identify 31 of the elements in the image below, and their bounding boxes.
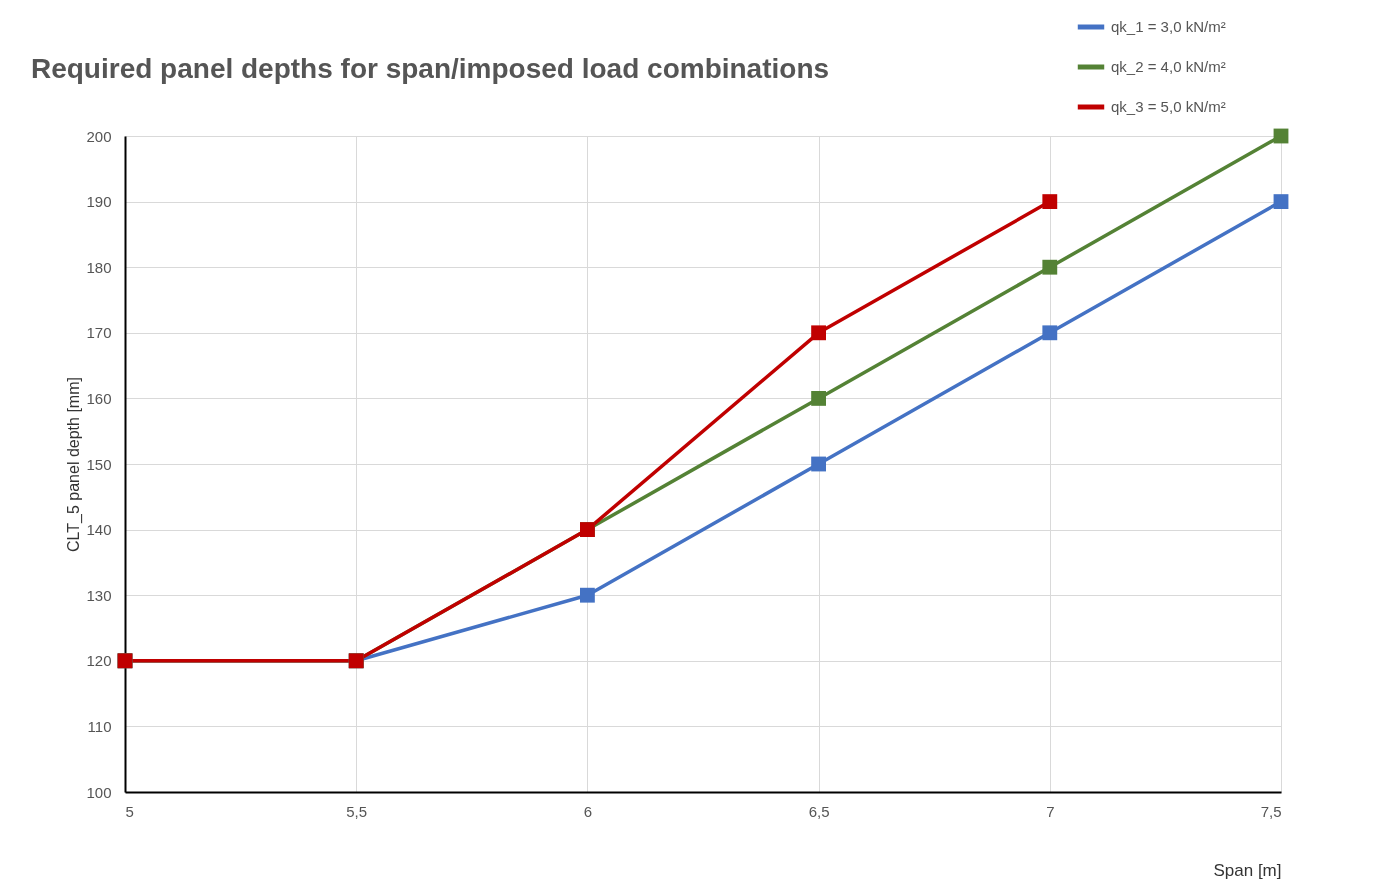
x-tick-label: 7,5 xyxy=(1260,802,1282,820)
x-tick-label: 6,5 xyxy=(808,802,830,820)
point xyxy=(811,456,827,472)
y-tick-label: 200 xyxy=(86,127,112,145)
y-tick-label: 130 xyxy=(86,586,112,604)
x-tick-label: 7 xyxy=(1046,802,1055,820)
x-axis-title: Span [m] xyxy=(1213,860,1282,880)
y-tick-label: 140 xyxy=(86,521,112,539)
y-tick-label: 180 xyxy=(86,258,112,276)
legend-label: qk_1 = 3,0 kN/m² xyxy=(1111,18,1226,35)
y-tick-label: 100 xyxy=(86,783,112,801)
point xyxy=(1273,194,1289,210)
x-tick-label: 5 xyxy=(125,802,134,820)
x-tick-label: 5,5 xyxy=(346,802,368,820)
legend-label: qk_3 = 5,0 kN/m² xyxy=(1111,98,1226,115)
legend-label: qk_2 = 4,0 kN/m² xyxy=(1111,58,1226,75)
point xyxy=(811,325,827,341)
y-axis-title: CLT_5 panel depth [mm] xyxy=(65,377,84,552)
point xyxy=(811,390,827,406)
y-tick-label: 110 xyxy=(87,717,112,735)
point xyxy=(1042,259,1058,275)
y-tick-label: 150 xyxy=(86,455,112,473)
y-tick-label: 190 xyxy=(86,193,112,211)
y-tick-label: 170 xyxy=(86,324,112,342)
x-tick-label: 6 xyxy=(583,802,593,820)
y-tick-label: 160 xyxy=(86,389,112,407)
y-tick-label: 120 xyxy=(86,652,112,670)
point xyxy=(1042,325,1058,341)
point xyxy=(579,587,595,603)
chart-title: Required panel depths for span/imposed load combinations xyxy=(30,52,830,84)
point xyxy=(1042,194,1058,210)
